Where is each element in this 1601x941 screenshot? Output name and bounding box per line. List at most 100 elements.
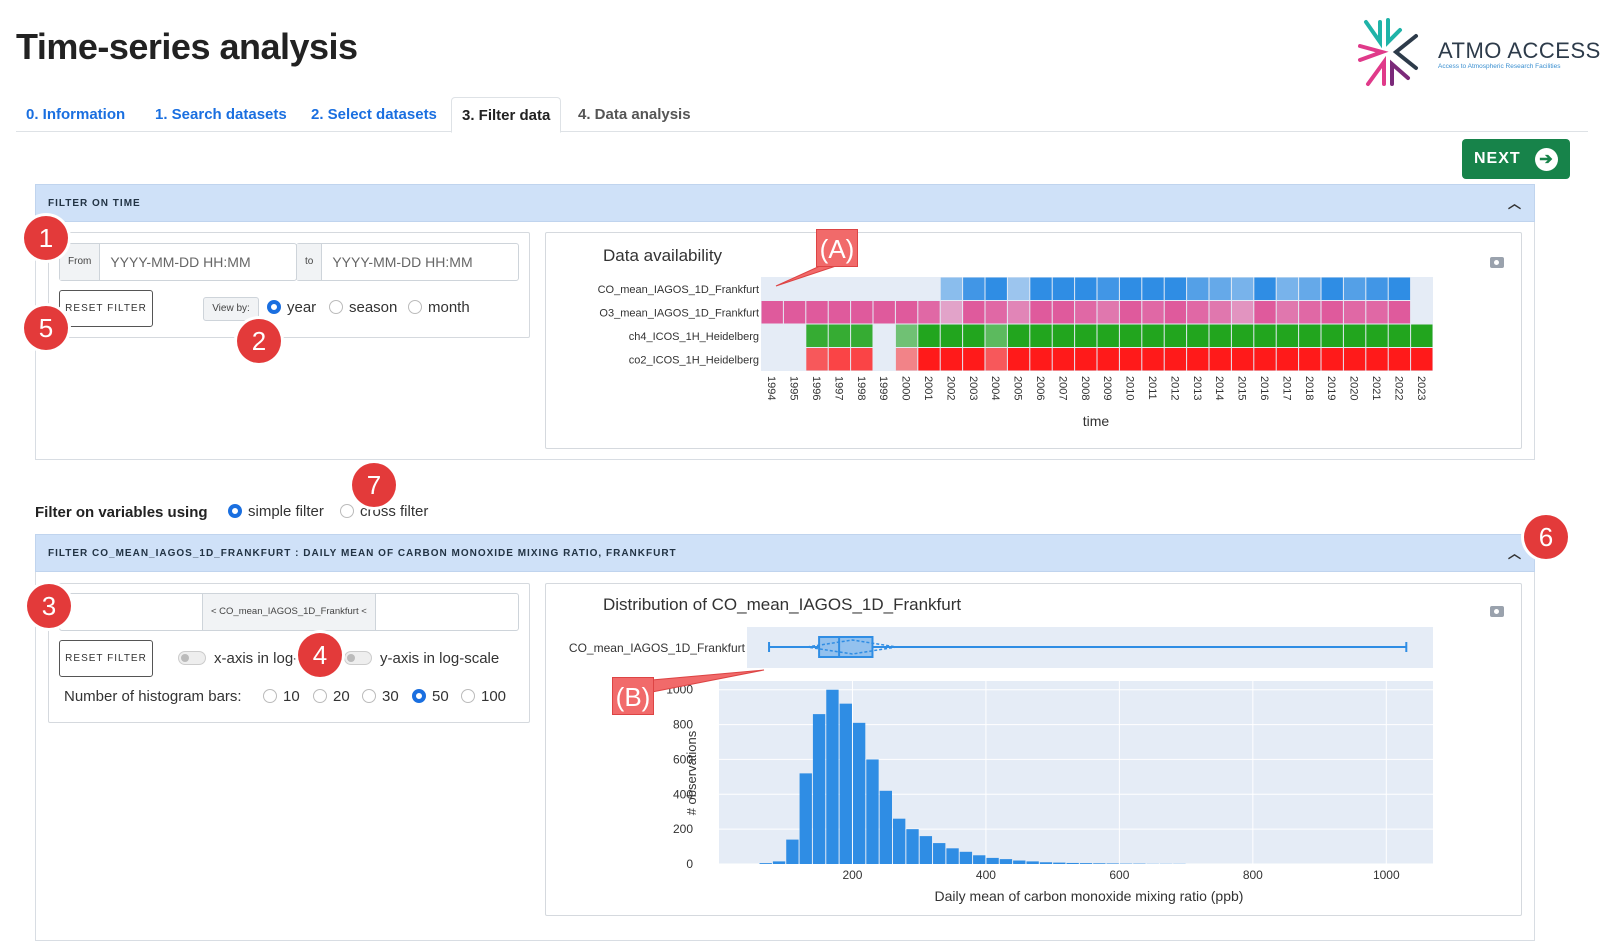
bars-30-radio[interactable]: 30: [362, 688, 399, 705]
from-date-input[interactable]: YYYY-MM-DD HH:MM: [110, 254, 251, 270]
availability-cell: [1366, 301, 1388, 324]
availability-year-tick: 2000: [900, 376, 912, 400]
x-log-toggle[interactable]: [178, 651, 206, 665]
distribution-chart-title: Distribution of CO_mean_IAGOS_1D_Frankfu…: [603, 595, 961, 614]
tab-search-datasets[interactable]: 1. Search datasets: [155, 106, 287, 123]
view-by-year-label: year: [287, 299, 317, 316]
y-log-toggle[interactable]: [344, 651, 372, 665]
bars-100-radio[interactable]: 100: [461, 688, 506, 705]
histogram-y-tick: 800: [673, 718, 693, 732]
histogram-bar: [1039, 862, 1053, 864]
chevron-up-icon[interactable]: ︿: [1507, 546, 1522, 561]
view-by-season-radio[interactable]: season: [329, 299, 397, 316]
bars-10-label: 10: [283, 688, 300, 705]
availability-plot-area: [761, 277, 1433, 371]
histogram-bar: [772, 861, 786, 864]
boxplot-box: [818, 636, 874, 658]
availability-cell: [1343, 301, 1366, 324]
availability-cell: [761, 301, 783, 324]
tab-bar: 0. Information 1. Search datasets 2. Sel…: [16, 97, 1588, 133]
annotation-badge-3: 3: [27, 584, 71, 628]
availability-chart-title: Data availability: [603, 246, 723, 265]
annotation-badge-4: 4: [298, 633, 342, 677]
histogram-bar: [786, 839, 799, 864]
tab-information[interactable]: 0. Information: [26, 106, 126, 123]
tab-filter-data[interactable]: 3. Filter data: [451, 97, 562, 133]
availability-cell: [1366, 277, 1388, 300]
bars-10-radio[interactable]: 10: [263, 688, 300, 705]
co-max-input[interactable]: [376, 594, 518, 630]
chevron-up-icon[interactable]: ︿: [1507, 196, 1522, 211]
co-min-input[interactable]: [60, 594, 203, 630]
availability-cell: [1097, 277, 1119, 300]
availability-cell: [1052, 324, 1075, 347]
availability-cell: [1030, 348, 1052, 371]
availability-cell: [985, 277, 1007, 300]
histogram-y-tick: 1000: [666, 683, 693, 697]
co-filter-header[interactable]: FILTER CO_MEAN_IAGOS_1D_FRANKFURT : DAIL…: [35, 534, 1535, 572]
camera-icon[interactable]: [1490, 606, 1504, 617]
next-button[interactable]: NEXT ➔: [1462, 139, 1570, 179]
tab-select-datasets[interactable]: 2. Select datasets: [311, 106, 437, 123]
callout-a: (A): [816, 229, 858, 267]
radio-selected-icon: [267, 300, 281, 315]
histogram-bar: [799, 773, 812, 864]
view-by-month-radio[interactable]: month: [408, 299, 470, 316]
reset-time-filter-button[interactable]: RESET FILTER: [59, 290, 153, 327]
availability-cell: [1187, 301, 1209, 324]
availability-year-tick: 2010: [1124, 376, 1136, 400]
availability-year-tick: 2021: [1370, 376, 1382, 400]
availability-cell: [963, 348, 985, 371]
availability-cell: [1030, 324, 1052, 347]
simple-filter-radio[interactable]: simple filter: [228, 503, 324, 520]
availability-cell: [895, 348, 918, 371]
histogram-bar: [852, 722, 866, 864]
bars-20-radio[interactable]: 20: [313, 688, 350, 705]
availability-cell: [828, 301, 851, 324]
availability-series-label: ch4_ICOS_1H_Heidelberg: [629, 331, 759, 343]
bars-50-radio[interactable]: 50: [412, 688, 449, 705]
availability-year-tick: 1994: [765, 376, 777, 400]
histogram-bar: [1066, 862, 1079, 864]
availability-cell: [1075, 348, 1097, 371]
histogram-bar: [826, 689, 839, 864]
histogram-x-tick: 600: [1109, 868, 1129, 882]
radio-empty-icon: [461, 689, 475, 704]
time-filter-header[interactable]: FILTER ON TIME ︿: [35, 184, 1535, 222]
availability-cell: [940, 277, 963, 300]
view-by-year-radio[interactable]: year: [267, 299, 316, 316]
availability-year-tick: 2004: [989, 376, 1001, 400]
histogram-bar: [986, 857, 999, 864]
availability-cell: [1097, 348, 1119, 371]
availability-cell: [1299, 301, 1321, 324]
histogram-plot-area: [719, 681, 1433, 864]
histogram-bar: [879, 790, 892, 864]
availability-year-tick: 2001: [922, 376, 934, 400]
availability-cell: [940, 324, 963, 347]
co-range-group: < CO_mean_IAGOS_1D_Frankfurt <: [59, 593, 519, 631]
availability-year-tick: 2013: [1191, 376, 1203, 400]
availability-cell: [851, 348, 873, 371]
availability-year-tick: 1997: [832, 376, 844, 400]
histogram-y-tick: 400: [673, 787, 693, 801]
logo-mark-icon: [1358, 18, 1418, 86]
availability-cell: [963, 324, 985, 347]
availability-year-tick: 2007: [1056, 376, 1068, 400]
tab-data-analysis[interactable]: 4. Data analysis: [578, 106, 691, 123]
availability-cell: [1209, 301, 1231, 324]
availability-year-tick: 2020: [1348, 376, 1360, 400]
to-date-input[interactable]: YYYY-MM-DD HH:MM: [332, 254, 473, 270]
histogram-bar: [906, 829, 919, 864]
view-by-season-label: season: [349, 299, 398, 316]
availability-cell: [1187, 324, 1209, 347]
cross-filter-radio[interactable]: cross filter: [340, 503, 428, 520]
availability-cell: [1299, 277, 1321, 300]
availability-cell: [1052, 301, 1075, 324]
camera-icon[interactable]: [1490, 257, 1504, 268]
availability-cell: [1052, 277, 1075, 300]
histogram-x-tick: 200: [842, 868, 862, 882]
histogram-bar: [1053, 862, 1066, 864]
availability-year-tick: 2022: [1392, 376, 1404, 400]
reset-co-filter-button[interactable]: RESET FILTER: [59, 640, 153, 677]
histogram-bar: [919, 836, 933, 864]
